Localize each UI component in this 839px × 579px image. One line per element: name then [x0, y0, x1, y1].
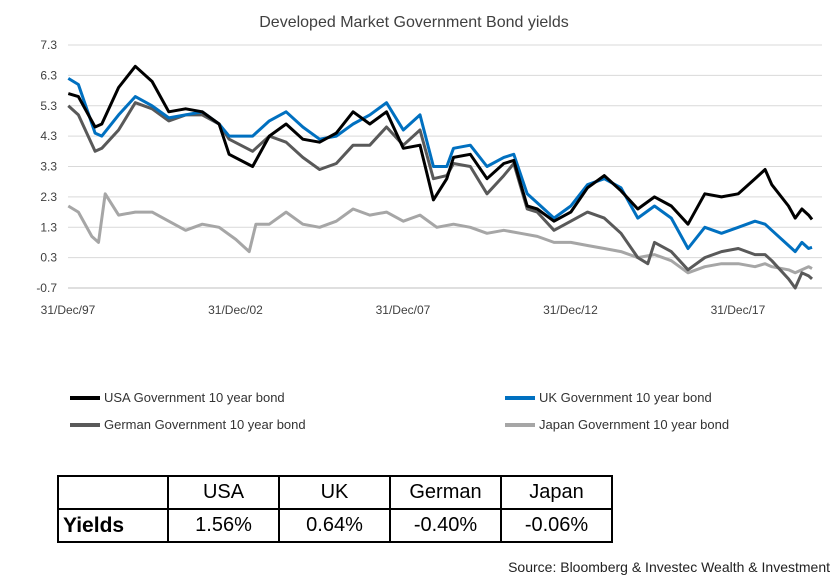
- legend-swatch-uk: [505, 395, 535, 400]
- legend-label-usa: USA Government 10 year bond: [104, 390, 285, 405]
- table-row-label: Yields: [57, 508, 169, 543]
- series-line-japan: [67, 192, 813, 275]
- yields-table-header-row: USA UK German Japan: [57, 475, 613, 510]
- legend-swatch-japan: [505, 422, 535, 427]
- legend-label-german: German Government 10 year bond: [104, 417, 306, 432]
- table-header-japan: Japan: [500, 475, 613, 510]
- chart-title: Developed Market Government Bond yields: [259, 14, 569, 31]
- table-header-usa: USA: [167, 475, 280, 510]
- x-tick-label: 31/Dec/12: [543, 303, 598, 317]
- legend-usa: USA Government 10 year bond: [70, 390, 285, 405]
- y-tick-label: 3.3: [40, 160, 57, 174]
- x-tick-label: 31/Dec/02: [208, 303, 263, 317]
- legend-label-japan: Japan Government 10 year bond: [539, 417, 730, 432]
- yields-table-row: Yields 1.56% 0.64% -0.40% -0.06%: [57, 508, 613, 543]
- legend-label-uk: UK Government 10 year bond: [539, 390, 712, 405]
- y-tick-label: 2.3: [40, 190, 57, 204]
- yield-german: -0.40%: [389, 508, 502, 543]
- y-tick-label: 1.3: [40, 220, 57, 234]
- yields-table: USA UK German Japan Yields 1.56% 0.64% -…: [57, 475, 613, 543]
- y-tick-label: -0.7: [36, 281, 57, 295]
- legend-swatch-german: [70, 422, 100, 427]
- x-tick-label: 31/Dec/17: [711, 303, 766, 317]
- bond-yields-chart: Developed Market Government Bond yields …: [36, 14, 822, 317]
- y-tick-label: 6.3: [40, 68, 57, 82]
- table-header-uk: UK: [278, 475, 391, 510]
- legend-uk: UK Government 10 year bond: [505, 390, 712, 405]
- series-line-usa: [67, 64, 814, 226]
- x-axis-ticks: 31/Dec/97 31/Dec/02 31/Dec/07 31/Dec/12 31/D…: [41, 303, 766, 317]
- legend-german: German Government 10 year bond: [70, 417, 306, 432]
- y-tick-label: 5.3: [40, 99, 57, 113]
- source-note: Source: Bloomberg & Investec Wealth & In…: [508, 559, 830, 575]
- legend-swatch-usa: [70, 395, 100, 400]
- y-axis-ticks: 7.3 6.3 5.3 4.3 3.3 2.3 1.3 0.3 -0.7: [36, 38, 57, 295]
- table-corner-cell: [57, 475, 169, 510]
- legend-japan: Japan Government 10 year bond: [505, 417, 729, 432]
- table-header-german: German: [389, 475, 502, 510]
- series-lines: [67, 64, 814, 290]
- yield-uk: 0.64%: [278, 508, 391, 543]
- y-tick-label: 7.3: [40, 38, 57, 52]
- yield-usa: 1.56%: [167, 508, 280, 543]
- y-tick-label: 4.3: [40, 129, 57, 143]
- y-tick-label: 0.3: [40, 251, 57, 265]
- series-line-uk: [67, 77, 813, 254]
- series-line-german: [67, 101, 813, 290]
- x-tick-label: 31/Dec/97: [41, 303, 96, 317]
- yield-japan: -0.06%: [500, 508, 613, 543]
- x-tick-label: 31/Dec/07: [376, 303, 431, 317]
